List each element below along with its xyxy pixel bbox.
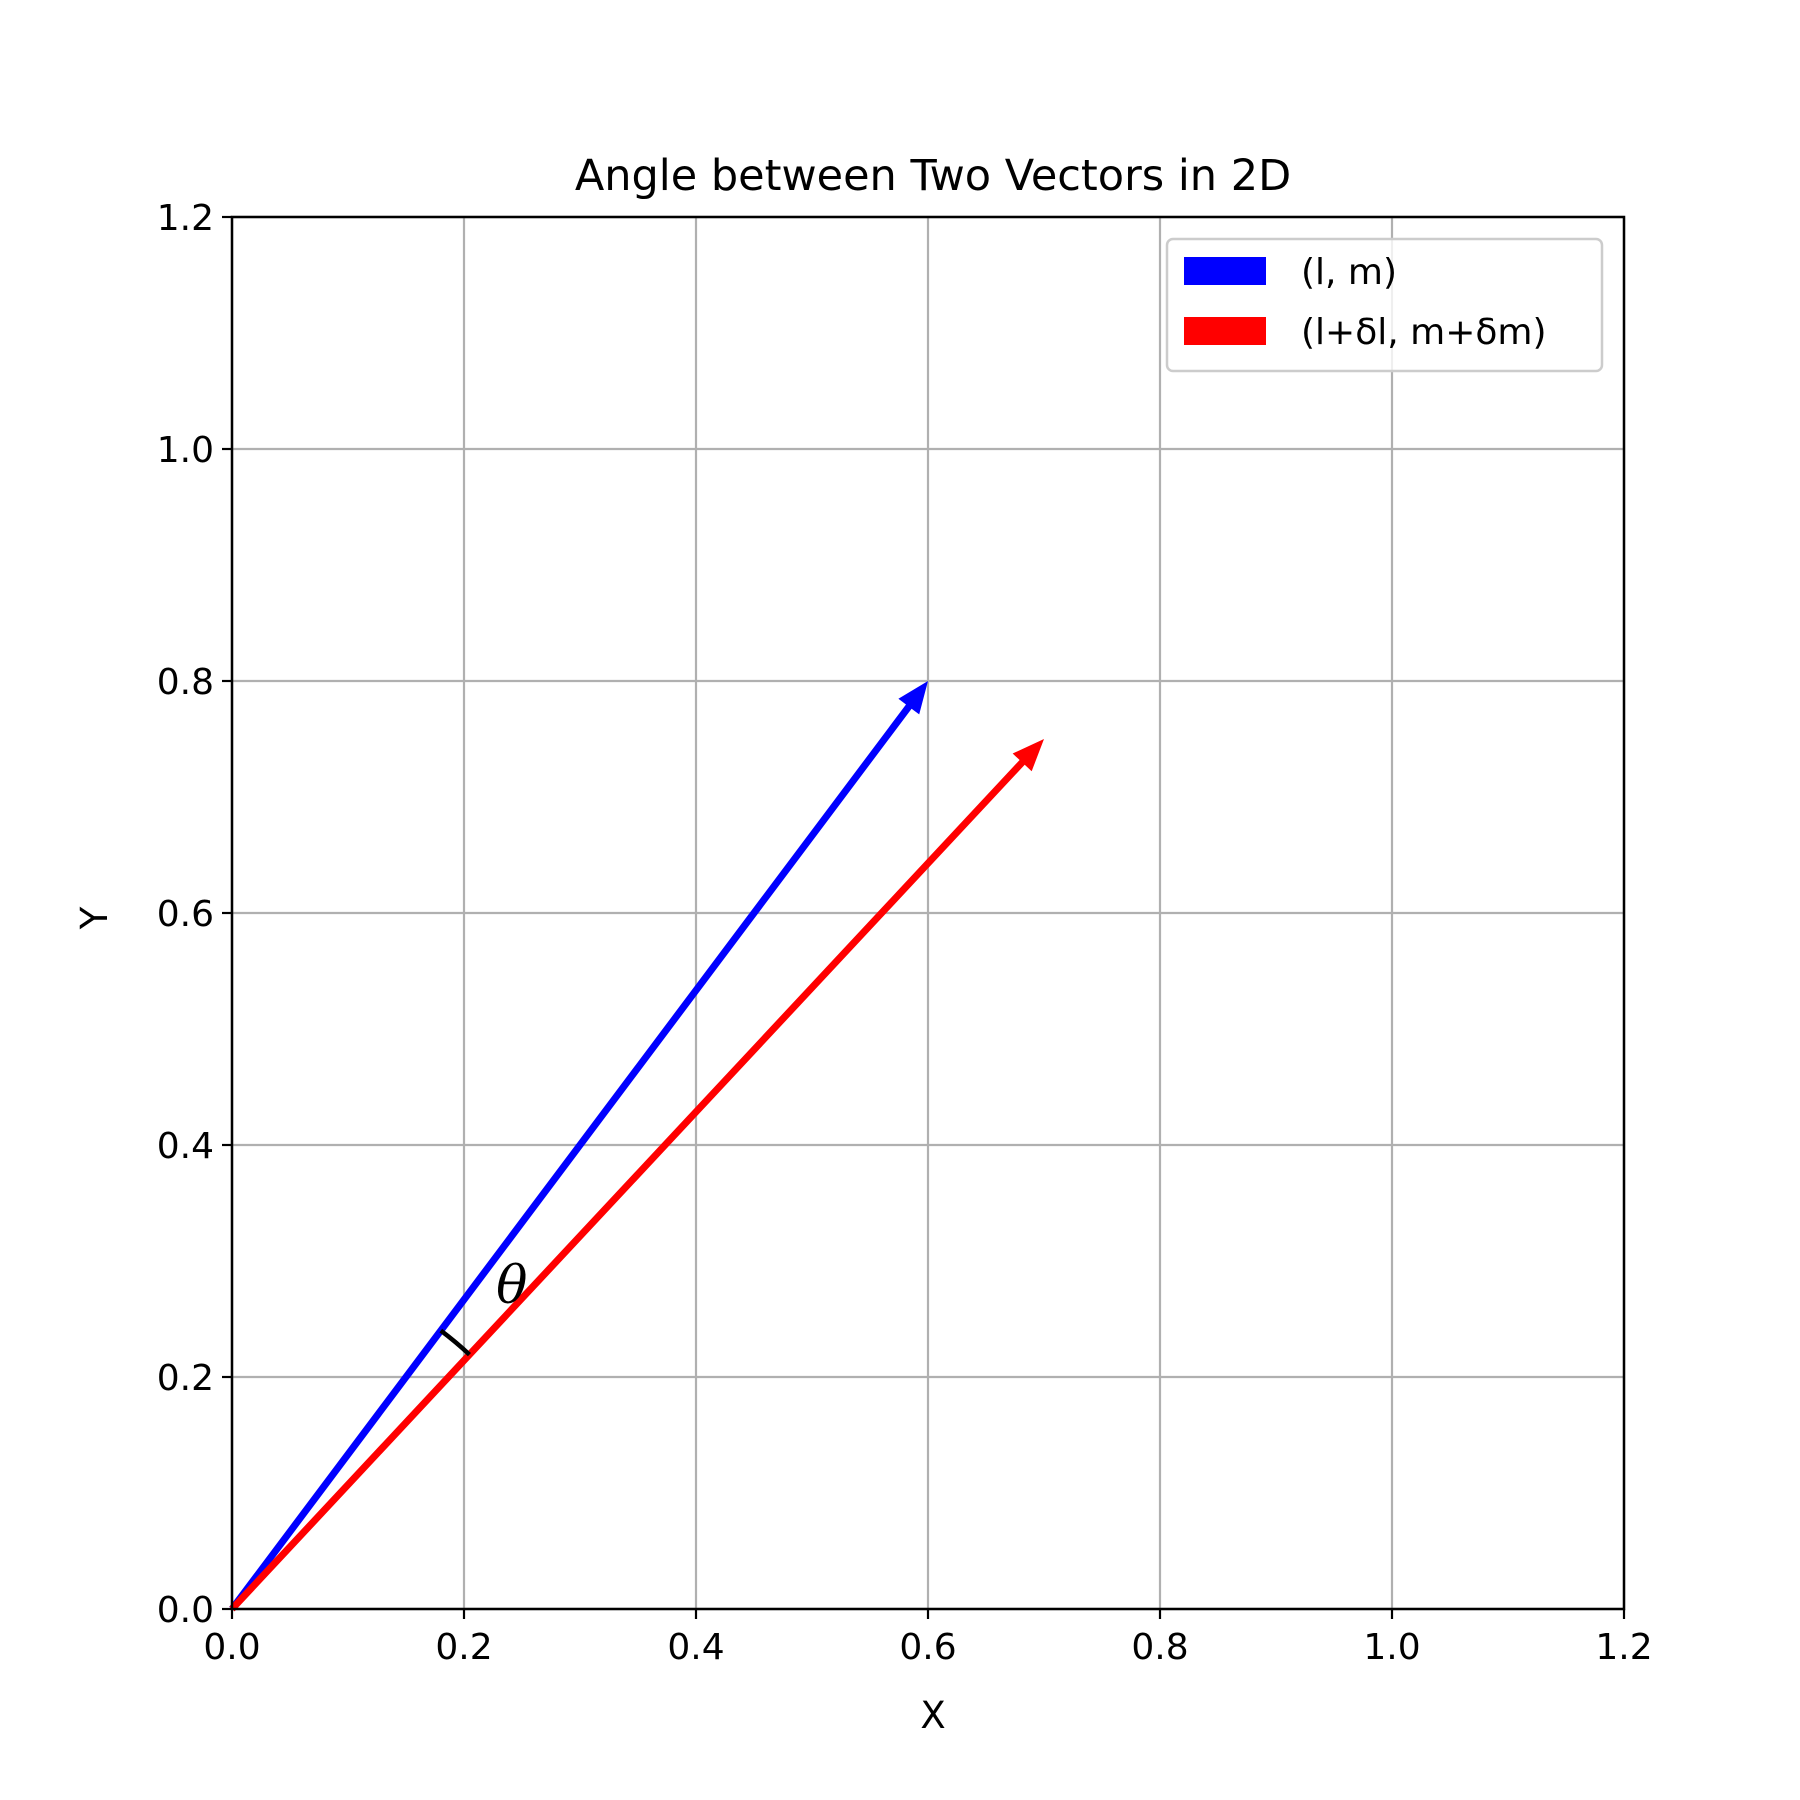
y-tick-label: 0.4 <box>157 1126 214 1167</box>
x-tick-label: 0.4 <box>667 1627 724 1668</box>
y-tick-label: 0.0 <box>157 1590 214 1631</box>
x-tick-label: 1.0 <box>1363 1627 1420 1668</box>
legend-swatch <box>1184 257 1266 285</box>
angle-annotation: θ <box>439 1256 527 1357</box>
x-tick-label: 0.0 <box>203 1627 260 1668</box>
legend-box <box>1165 237 1604 373</box>
vector-arrow-1 <box>229 681 928 1612</box>
legend: (l, m) (l+δl, m+δm) <box>1165 237 1604 373</box>
legend-label: (l+δl, m+δm) <box>1301 312 1547 353</box>
x-tick-label: 0.6 <box>899 1627 956 1668</box>
vector-arrow-2 <box>229 739 1044 1612</box>
legend-swatch <box>1184 317 1266 345</box>
y-tick-label: 0.6 <box>157 894 214 935</box>
chart-title: Angle between Two Vectors in 2D <box>575 151 1291 201</box>
ticks: 0.0 0.2 0.4 0.6 0.8 1.0 1.2 0.0 0.2 0.4 0.6 0.8 1.0 1… <box>157 198 1653 1668</box>
vectors <box>229 681 1044 1612</box>
y-tick-label: 0.8 <box>157 662 214 703</box>
angle-label: θ <box>496 1256 527 1316</box>
legend-label: (l, m) <box>1301 252 1397 293</box>
x-tick-label: 0.2 <box>435 1627 492 1668</box>
x-tick-label: 0.8 <box>1131 1627 1188 1668</box>
x-axis-label: X <box>920 1694 945 1737</box>
angle-arc <box>439 1328 471 1357</box>
x-tick-label: 1.2 <box>1595 1627 1652 1668</box>
y-tick-label: 1.2 <box>157 198 214 239</box>
y-axis-label: Y <box>73 906 116 930</box>
y-tick-label: 0.2 <box>157 1358 214 1399</box>
y-tick-label: 1.0 <box>157 430 214 471</box>
